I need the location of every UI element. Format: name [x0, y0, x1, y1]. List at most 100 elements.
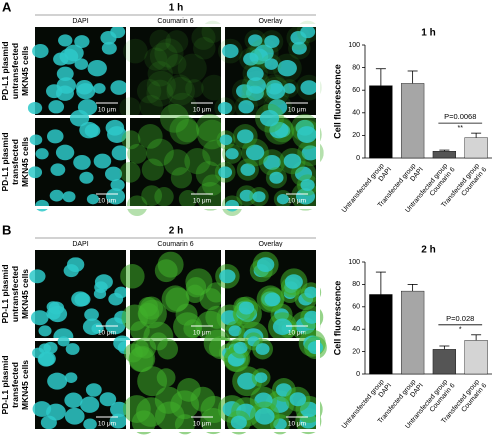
gutter	[0, 429, 322, 432]
nucleus	[277, 194, 289, 204]
nucleus	[63, 191, 76, 202]
cytoplasm	[167, 74, 193, 100]
nucleus	[220, 134, 233, 145]
significance-stars: **	[458, 125, 464, 132]
y-axis-label: Cell fluorescence	[332, 281, 342, 356]
row-label-line: PD-L1 plasmid	[0, 264, 10, 323]
row-label-line: MKN45 cells	[20, 137, 30, 187]
nucleus	[247, 67, 264, 81]
scale-bar-label: 10 μm	[98, 107, 116, 114]
cytoplasm	[140, 296, 163, 319]
row-label-line: PD-L1 plasmid	[0, 355, 10, 414]
nucleus	[110, 25, 125, 38]
cytoplasm	[147, 71, 176, 100]
cytoplasm	[155, 401, 185, 431]
scale-bar-label: 10 μm	[193, 107, 211, 114]
nucleus	[75, 58, 89, 70]
nucleus	[76, 83, 95, 99]
nucleus	[35, 148, 48, 159]
nucleus	[105, 167, 122, 182]
nucleus	[35, 200, 49, 212]
scale-bar-label: 10 μm	[288, 107, 306, 114]
nucleus	[41, 416, 57, 430]
nucleus	[297, 126, 317, 143]
nucleus	[74, 35, 89, 48]
nucleus	[260, 110, 279, 126]
bar	[400, 83, 425, 159]
scale-bar-label: 10 μm	[193, 421, 211, 428]
cytoplasm	[132, 410, 156, 434]
nucleus	[243, 53, 258, 66]
row-label-line: untransfected	[10, 43, 20, 99]
cytoplasm	[127, 195, 148, 216]
row-label: PD-L1 plasmiduntransfectedMKN45 cells	[0, 264, 30, 323]
cytoplasm	[154, 187, 173, 206]
x-tick-label: Untransfected group DAPI	[341, 161, 393, 219]
gutter	[126, 117, 130, 207]
nucleus	[67, 257, 84, 272]
y-tick-label: 0	[356, 155, 360, 162]
bar	[369, 294, 393, 375]
scale-bar-label: 10 μm	[193, 198, 211, 205]
nucleus	[70, 110, 89, 126]
bar	[432, 151, 457, 159]
cytoplasm	[202, 174, 223, 195]
nucleus	[233, 342, 247, 354]
nucleus	[225, 148, 238, 159]
cytoplasm	[137, 79, 161, 103]
gutter	[316, 117, 320, 207]
nucleus	[57, 67, 74, 81]
nucleus	[64, 393, 82, 408]
panel-title: 1 h	[169, 3, 183, 14]
gutter	[316, 26, 320, 116]
panel-label: B	[2, 222, 11, 237]
nucleus	[38, 352, 55, 366]
nucleus	[50, 163, 65, 176]
bar	[400, 290, 425, 375]
micrograph-cells	[119, 21, 227, 122]
cytoplasm	[191, 26, 215, 50]
cytoplasm	[123, 39, 148, 64]
cytoplasm	[197, 120, 227, 150]
nucleus	[107, 126, 127, 143]
cytoplasm	[149, 30, 171, 52]
nucleus	[218, 166, 232, 178]
column-label: DAPI	[72, 241, 88, 248]
nucleus	[256, 343, 270, 355]
nucleus	[290, 392, 307, 406]
nucleus	[74, 293, 90, 307]
nucleus	[47, 373, 67, 390]
row-label-line: MKN45 cells	[20, 269, 30, 319]
cytoplasm	[193, 37, 215, 59]
nucleus	[65, 408, 85, 425]
column-label: Overlay	[258, 241, 283, 248]
cytoplasm	[120, 264, 145, 289]
p-value: P=0.028	[446, 314, 474, 323]
nucleus	[106, 188, 125, 204]
nucleus	[58, 336, 70, 346]
nucleus	[301, 179, 315, 191]
cytoplasm	[196, 182, 225, 211]
cytoplasm	[190, 387, 215, 412]
nucleus	[265, 58, 279, 70]
row-label-line: MKN45 cells	[20, 46, 30, 96]
scale-bar-label: 10 μm	[193, 330, 211, 337]
nucleus	[73, 155, 91, 170]
nucleus	[218, 102, 232, 114]
nucleus	[264, 293, 280, 307]
nucleus	[253, 191, 266, 202]
nucleus	[100, 392, 117, 406]
scale-bar-label: 10 μm	[98, 198, 116, 205]
top-gutter	[30, 247, 322, 250]
y-tick-label: 60	[352, 87, 360, 94]
nucleus	[237, 129, 254, 143]
y-tick-label: 80	[352, 64, 360, 71]
nucleus	[31, 310, 49, 325]
nucleus	[28, 102, 42, 114]
cytoplasm	[168, 93, 197, 122]
nucleus	[49, 301, 64, 314]
cytoplasm	[202, 21, 224, 43]
nucleus	[111, 179, 125, 191]
cytoplasm	[154, 38, 183, 67]
micrograph-cells	[214, 21, 322, 122]
